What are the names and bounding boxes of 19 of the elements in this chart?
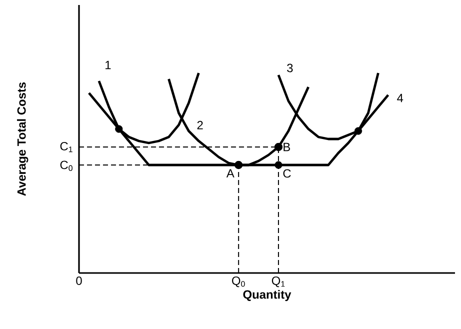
annotation: 2 — [197, 120, 203, 130]
x-tick-label: Q$_{1}$ — [272, 276, 285, 288]
point — [234, 160, 243, 170]
annotation: A — [226, 169, 234, 178]
x-axis-title: Quantity — [243, 290, 292, 302]
x-tick-label: 0 — [76, 276, 82, 285]
annotation: 4 — [397, 94, 404, 102]
annotation: B — [284, 142, 290, 152]
text: C$_{0}$ — [60, 160, 72, 171]
x-tick-label: Q$_{0}$ — [232, 276, 245, 288]
text: C$_{1}$ — [60, 142, 72, 152]
point — [354, 127, 362, 135]
text: 3 — [287, 64, 293, 72]
point — [274, 142, 283, 152]
y-axis-title: Average Total Costs — [17, 82, 28, 196]
text: 1 — [106, 60, 111, 70]
point — [115, 125, 123, 133]
point — [274, 161, 282, 169]
annotation: C — [283, 169, 291, 178]
